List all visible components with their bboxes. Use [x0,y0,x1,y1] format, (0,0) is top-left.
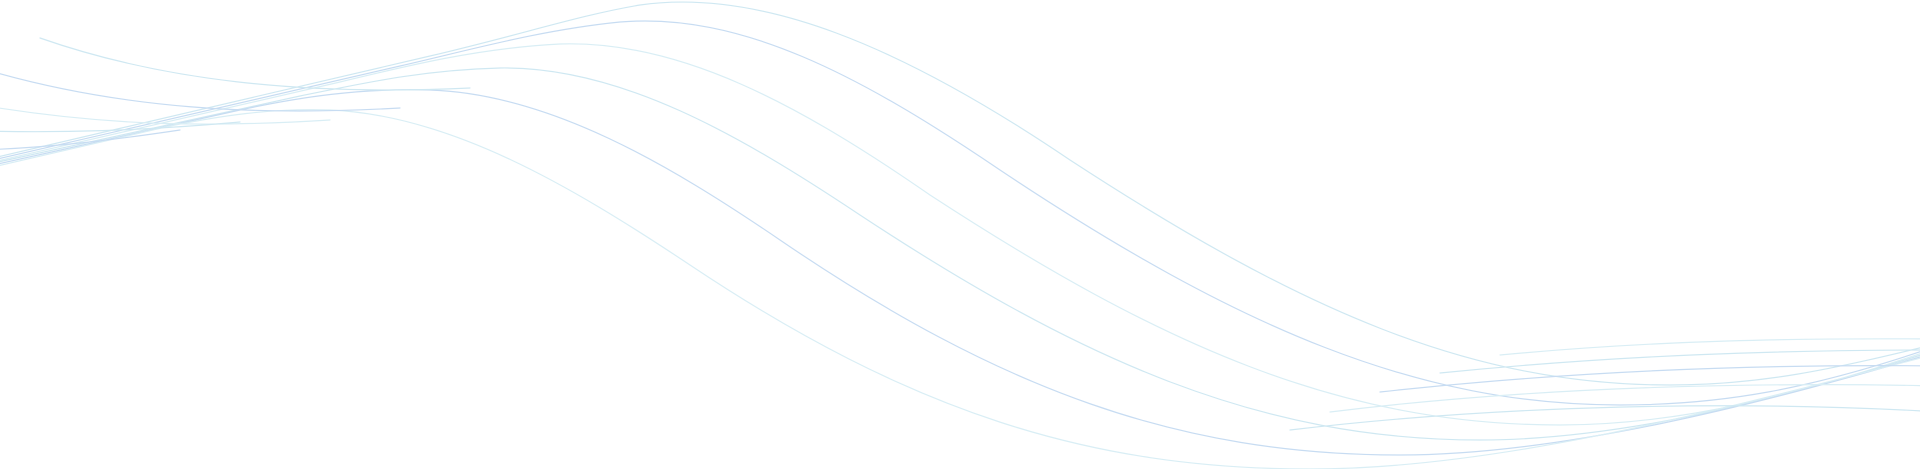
wave-curve-4 [0,67,1920,441]
wave-arc-2 [0,73,401,112]
wave-arc-3 [0,107,331,125]
wave-arc-4 [0,121,241,133]
wave-arc-6 [1499,338,1920,356]
wave-arc-8 [1379,365,1920,393]
wave-curve-5 [0,89,1920,456]
wave-curve-2 [0,20,1920,406]
wave-arc-5 [0,129,181,150]
wave-curve-6 [0,109,1920,469]
wave-arc-7 [1439,349,1920,374]
wave-curve-1 [0,1,1920,386]
wave-arc-9 [1329,384,1920,413]
wave-arc-1 [39,37,471,91]
wave-arc-10 [1289,405,1920,431]
wave-curve-3 [0,43,1920,426]
